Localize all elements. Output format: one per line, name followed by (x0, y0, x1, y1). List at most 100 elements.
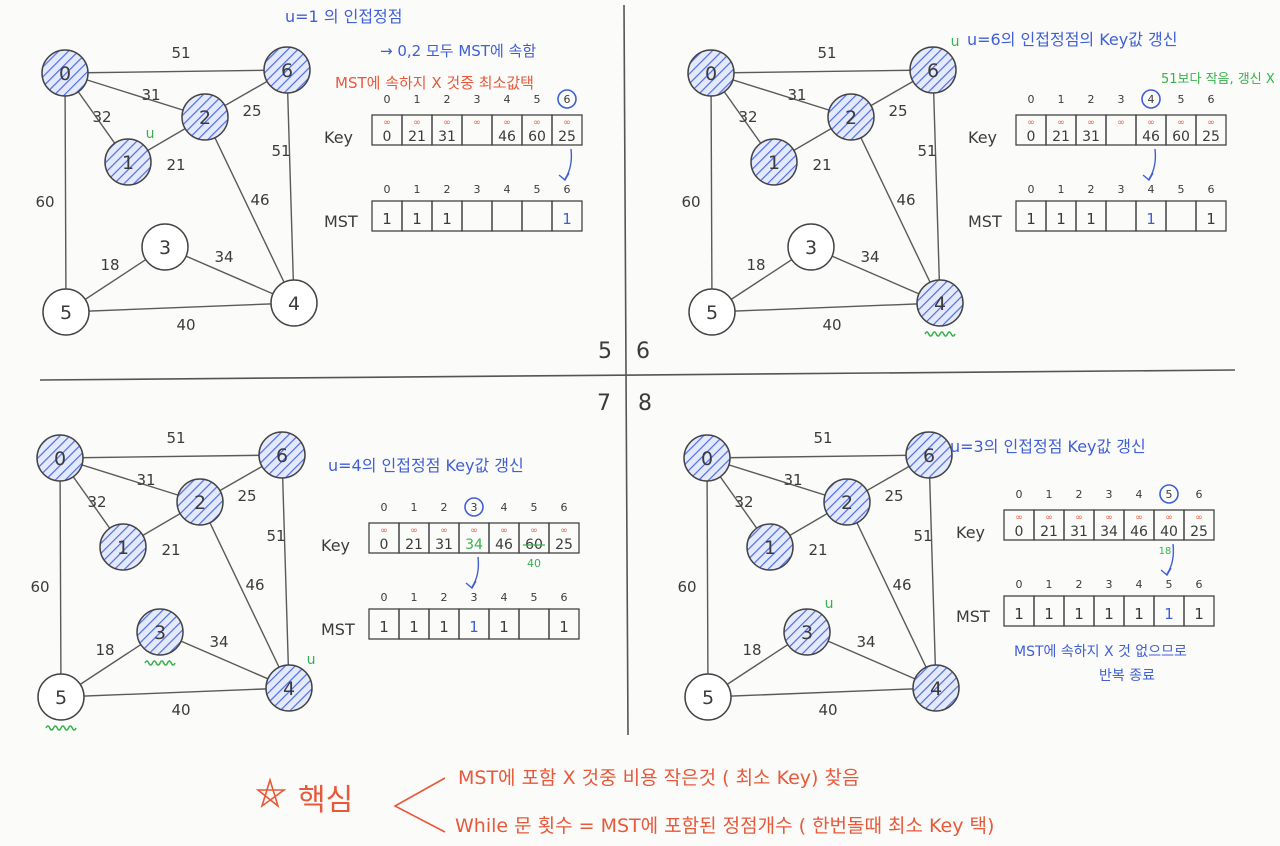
edge-weight-0-1: 32 (92, 108, 111, 126)
key-index: 3 (471, 501, 478, 514)
edge-weight-5-4: 40 (171, 701, 190, 719)
key-cell (1195, 114, 1227, 146)
node-label: 3 (159, 237, 171, 259)
mst-index: 2 (1076, 578, 1083, 591)
edge-weight-5-3: 18 (746, 256, 765, 274)
edge-weight-5-3: 18 (95, 641, 114, 659)
key-index: 5 (1178, 93, 1185, 106)
node-circle (916, 279, 964, 327)
node-label: 4 (930, 678, 942, 700)
node-circle (787, 223, 835, 271)
edge-weight-2-6: 25 (242, 102, 261, 120)
edge-2-4 (846, 501, 937, 689)
edge-weight-2-4: 46 (245, 576, 264, 594)
mst-index: 3 (1106, 578, 1113, 591)
node-5: 5 (42, 288, 90, 336)
infinity-mark: ∞ (533, 118, 541, 128)
infinity-mark: ∞ (383, 118, 391, 128)
node-6: 6 (263, 46, 311, 94)
mst-row-label: MST (956, 607, 990, 626)
mst-table: MST 0 1 1 1 2 1 3 1 4 1 5 1 6 1 (956, 578, 1215, 627)
key-value: 21 (408, 129, 426, 145)
mst-value: 1 (1164, 605, 1174, 623)
key-value: 40 (1160, 524, 1178, 540)
quadrant-number: 7 (597, 391, 611, 416)
key-value: 60 (1172, 129, 1190, 145)
edge-2-4 (204, 116, 295, 304)
divider-horizontal (39, 369, 1236, 381)
key-value: 25 (555, 537, 573, 553)
edge-2-4 (850, 116, 941, 304)
edge-weight-5-3: 18 (100, 256, 119, 274)
node-circle (176, 478, 224, 526)
key-value: 0 (1027, 129, 1036, 145)
edge-6-4 (932, 69, 941, 304)
node-label: 1 (122, 152, 134, 174)
u-marker: u (951, 34, 960, 50)
infinity-mark: ∞ (560, 526, 568, 536)
node-circle (684, 673, 732, 721)
mst-value: 1 (1074, 605, 1084, 623)
mst-value: 1 (1044, 605, 1054, 623)
infinity-mark: ∞ (1165, 513, 1173, 523)
edge-weight-5-4: 40 (818, 701, 837, 719)
mst-value: 1 (409, 618, 419, 636)
key-index: 4 (501, 501, 508, 514)
key-index: 6 (561, 501, 568, 514)
mst-index: 3 (474, 183, 481, 196)
edge-weight-5-4: 40 (176, 316, 195, 334)
node-circle (258, 431, 306, 479)
mst-value: 1 (439, 618, 449, 636)
divider-vertical (623, 4, 629, 736)
infinity-mark: ∞ (1075, 513, 1083, 523)
node-label: 0 (59, 63, 71, 85)
key-index: 1 (414, 93, 421, 106)
edge-weight-5-3: 18 (742, 641, 761, 659)
node-circle (41, 49, 89, 97)
key-index: 1 (411, 501, 418, 514)
mst-cell (548, 608, 580, 640)
mst-index: 6 (1208, 183, 1215, 196)
infinity-mark: ∞ (1117, 118, 1125, 128)
key-index: 2 (441, 501, 448, 514)
note: u=6의 인접정점의 Key값 갱신 (967, 30, 1177, 49)
key-value: 46 (1142, 129, 1160, 145)
mst-value: 1 (1056, 210, 1066, 228)
node-5: 5 (684, 673, 732, 721)
key-value: 25 (1190, 524, 1208, 540)
infinity-mark: ∞ (1105, 513, 1113, 523)
mst-value: 1 (499, 618, 509, 636)
mst-value: 1 (1014, 605, 1024, 623)
node-label: 5 (55, 687, 67, 709)
mst-index: 2 (444, 183, 451, 196)
mst-index: 3 (1118, 183, 1125, 196)
mst-index: 6 (1196, 578, 1203, 591)
node-label: 1 (117, 537, 129, 559)
key-index: 4 (1148, 93, 1155, 106)
edge-0-2 (710, 72, 852, 118)
edge-weight-2-6: 25 (884, 487, 903, 505)
key-index: 3 (1118, 93, 1125, 106)
node-1: 1 (750, 138, 798, 186)
edge-0-5 (64, 72, 67, 313)
footer-line-2: 반복 종료 (1099, 668, 1155, 684)
node-label: 2 (199, 107, 211, 129)
edge-weight-3-4: 34 (214, 248, 233, 266)
edge-0-2 (59, 457, 201, 503)
edge-0-5 (59, 457, 62, 698)
node-label: 3 (801, 622, 813, 644)
arrow-head (1142, 172, 1154, 182)
infinity-mark: ∞ (1135, 513, 1143, 523)
node-3: 3 (141, 223, 189, 271)
node-5: 5 (37, 673, 85, 721)
mst-cell (491, 200, 523, 232)
bracket (393, 777, 446, 833)
edge-weight-0-6: 51 (171, 44, 190, 62)
node-label: 4 (283, 678, 295, 700)
quadrant-number: 6 (636, 339, 650, 364)
key-value: 21 (1040, 524, 1058, 540)
